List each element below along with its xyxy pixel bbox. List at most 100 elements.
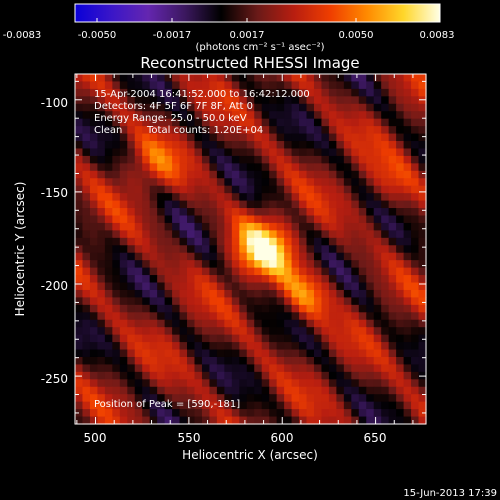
heatmap-cell	[276, 237, 285, 246]
heatmap-cell	[269, 275, 278, 284]
heatmap-cell	[239, 74, 248, 83]
heatmap-cell	[381, 74, 390, 83]
heatmap-cell	[403, 170, 412, 179]
heatmap-cell	[411, 312, 420, 321]
heatmap-cell	[97, 327, 106, 336]
heatmap-cell	[231, 409, 240, 418]
heatmap-cell	[388, 111, 397, 120]
heatmap-cell	[127, 96, 136, 105]
heatmap-cell	[157, 96, 166, 105]
heatmap-cell	[231, 260, 240, 269]
heatmap-cell	[299, 401, 308, 410]
heatmap-cell	[187, 96, 196, 105]
heatmap-cell	[134, 230, 143, 239]
heatmap-cell	[179, 364, 188, 373]
heatmap-cell	[134, 356, 143, 366]
heatmap-cell	[276, 282, 285, 291]
heatmap-cell	[328, 304, 337, 313]
heatmap-cell	[396, 312, 405, 321]
heatmap-cell	[276, 96, 285, 105]
heatmap-cell	[224, 416, 233, 425]
heatmap-cell	[254, 245, 263, 254]
heatmap-cell	[75, 401, 84, 410]
heatmap-cell	[104, 379, 113, 388]
heatmap-cell	[336, 148, 345, 157]
heatmap-cell	[134, 148, 143, 157]
heatmap-cell	[291, 111, 300, 120]
heatmap-cell	[284, 148, 293, 157]
heatmap-cell	[149, 289, 158, 299]
heatmap-cell	[201, 200, 211, 209]
heatmap-cell	[172, 193, 181, 202]
heatmap-cell	[216, 282, 225, 291]
heatmap-cell	[366, 401, 375, 410]
heatmap-cell	[254, 297, 263, 306]
heatmap-cell	[358, 349, 367, 358]
heatmap-cell	[351, 148, 360, 157]
heatmap-cell	[82, 260, 91, 269]
heatmap-cell	[194, 297, 203, 306]
heatmap-cell	[119, 96, 128, 105]
heatmap-cell	[187, 208, 196, 217]
heatmap-cell	[343, 319, 352, 328]
heatmap-cell	[254, 88, 263, 97]
heatmap-cell	[396, 386, 405, 395]
heatmap-cell	[142, 409, 151, 418]
heatmap-cell	[187, 356, 196, 366]
heatmap-cell	[343, 356, 352, 366]
heatmap-cell	[142, 327, 151, 336]
heatmap-cell	[358, 356, 367, 366]
heatmap-cell	[418, 126, 427, 135]
heatmap-cell	[381, 126, 390, 135]
heatmap-cell	[351, 111, 360, 120]
heatmap-cell	[127, 81, 136, 90]
heatmap-cell	[246, 208, 255, 217]
heatmap-cell	[164, 401, 173, 410]
heatmap-cell	[403, 289, 412, 299]
heatmap-cell	[82, 178, 91, 187]
heatmap-cell	[104, 364, 113, 373]
heatmap-cell	[388, 349, 397, 358]
heatmap-cell	[224, 312, 233, 321]
heatmap-cell	[403, 96, 412, 105]
heatmap-cell	[254, 74, 263, 83]
heatmap-cell	[239, 275, 248, 284]
heatmap-cell	[134, 379, 143, 388]
heatmap-cell	[119, 148, 128, 157]
heatmap-cell	[127, 126, 136, 135]
heatmap-cell	[75, 394, 84, 403]
heatmap-cell	[366, 237, 375, 246]
heatmap-cell	[89, 327, 99, 336]
heatmap-cell	[381, 260, 390, 269]
heatmap-cell	[396, 118, 405, 127]
heatmap-cell	[142, 289, 151, 299]
heatmap-cell	[194, 178, 203, 187]
heatmap-cell	[134, 208, 143, 217]
heatmap-cell	[112, 267, 121, 276]
heatmap-cell	[149, 312, 158, 321]
heatmap-cell	[254, 386, 263, 395]
heatmap-cell	[411, 111, 420, 120]
heatmap-cell	[224, 260, 233, 269]
heatmap-cell	[187, 401, 196, 410]
heatmap-cell	[246, 74, 255, 83]
heatmap-cell	[157, 260, 166, 269]
heatmap-cell	[336, 215, 345, 224]
heatmap-cell	[231, 148, 240, 157]
heatmap-cell	[112, 133, 121, 142]
heatmap-cell	[299, 312, 308, 321]
heatmap-cell	[328, 81, 337, 90]
heatmap-cell	[127, 193, 136, 202]
heatmap-cell	[313, 304, 323, 313]
heatmap-cell	[269, 289, 278, 299]
heatmap-cell	[321, 401, 330, 410]
heatmap-cell	[149, 379, 158, 388]
heatmap-cell	[336, 379, 345, 388]
heatmap-cell	[179, 401, 188, 410]
heatmap-cell	[239, 416, 248, 425]
heatmap-cell	[157, 126, 166, 135]
heatmap-cell	[134, 88, 143, 97]
heatmap-cell	[231, 379, 240, 388]
heatmap-cell	[142, 319, 151, 328]
heatmap-cell	[209, 133, 218, 142]
